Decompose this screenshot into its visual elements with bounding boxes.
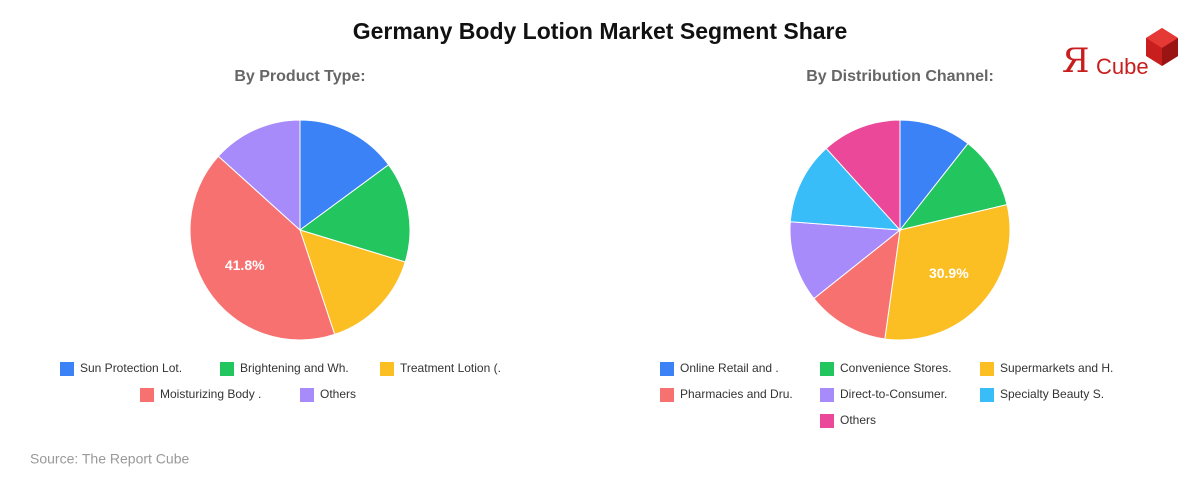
legend-label: Others: [320, 387, 356, 401]
legend-swatch: [140, 388, 154, 402]
legend-label: Specialty Beauty S.: [1000, 387, 1104, 401]
legend-label: Pharmacies and Dru.: [680, 387, 793, 401]
legend-label: Brightening and Wh.: [240, 361, 349, 375]
logo: Я Cube: [1062, 28, 1178, 81]
logo-cube-side: [1162, 38, 1178, 66]
pie-title: By Product Type:: [234, 68, 365, 85]
source: Source: The Report Cube: [30, 451, 189, 467]
pie-slice: [825, 119, 901, 232]
logo-text: Cube: [1096, 54, 1149, 79]
legend-label: Convenience Stores.: [840, 361, 951, 375]
legend-swatch: [380, 362, 394, 376]
legend-label: Treatment Lotion (.: [400, 361, 501, 375]
pie-slice: [898, 142, 1008, 231]
pie-slice: [899, 119, 969, 232]
pie-slice: [884, 204, 1011, 341]
pie-slice: [813, 228, 901, 340]
legend-swatch: [980, 362, 994, 376]
legend-swatch: [820, 414, 834, 428]
pie-slice: [217, 119, 301, 232]
legend-swatch: [60, 362, 74, 376]
data-label: 30.9%: [929, 265, 969, 281]
legend-label: Others: [840, 413, 876, 427]
pie-slice: [299, 119, 390, 231]
legend-label: Moisturizing Body .: [160, 387, 261, 401]
legend-label: Sun Protection Lot.: [80, 361, 182, 375]
legend-swatch: [820, 388, 834, 402]
legend-swatch: [660, 362, 674, 376]
legend-swatch: [220, 362, 234, 376]
pie-slice: [789, 147, 902, 231]
legend-label: Online Retail and .: [680, 361, 779, 375]
chart-title: Germany Body Lotion Market Segment Share: [353, 18, 848, 44]
legend-label: Supermarkets and H.: [1000, 361, 1113, 375]
pie-slice: [298, 164, 411, 263]
pie-slice: [789, 221, 902, 300]
pie-title: By Distribution Channel:: [806, 68, 994, 85]
data-label: 41.8%: [225, 257, 265, 273]
legend-swatch: [820, 362, 834, 376]
legend-swatch: [300, 388, 314, 402]
logo-mark: Я: [1062, 41, 1089, 81]
legend-swatch: [980, 388, 994, 402]
legend-swatch: [660, 388, 674, 402]
legend-label: Direct-to-Consumer.: [840, 387, 947, 401]
pie-slice: [189, 155, 336, 341]
